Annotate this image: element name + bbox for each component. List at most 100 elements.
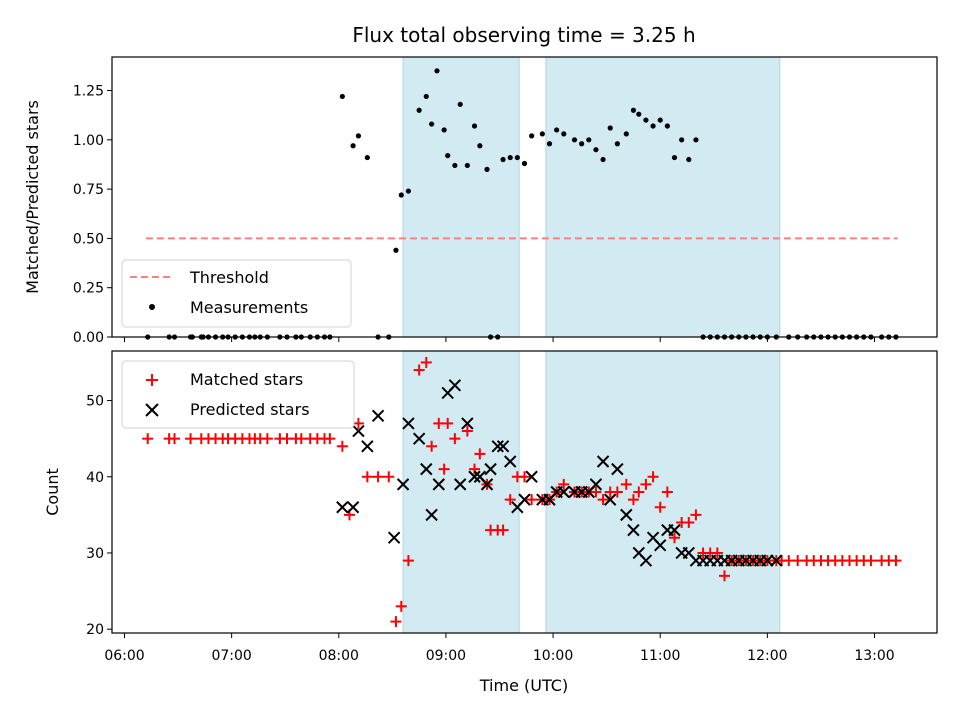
measurement-point [355,133,362,139]
measurement-point [514,154,520,161]
predicted-star-marker [420,462,433,476]
matched-star-marker [461,425,473,437]
measurement-point [405,188,412,194]
measurement-point [571,137,578,143]
matched-star-marker [497,524,509,536]
predicted-star-marker [412,432,426,445]
predicted-star-marker [396,478,410,491]
predicted-star-marker [352,424,365,438]
measurement-point [643,117,649,123]
matched-star-marker [474,448,486,460]
predicted-star-marker [346,501,360,514]
measurement-point [607,125,613,131]
matched-star-marker [383,471,395,483]
measurement-point [500,156,506,163]
predicted-star-marker [761,554,774,567]
measurement-point [507,154,513,161]
predicted-star-marker [620,508,633,522]
matched-star-marker [669,532,680,544]
matched-star-marker [590,486,602,498]
matched-star-marker [647,471,659,483]
bottom-legend-box [121,360,355,429]
predicted-star-marker [604,493,617,506]
measurement-point [364,154,370,161]
y-tick-label: 0.25 [73,281,104,297]
measurement-point [416,107,422,113]
legend-measurement-swatch [149,304,155,310]
x-tick-label: 09:00 [426,648,466,664]
x-tick-label: 08:00 [319,648,359,664]
predicted-star-marker [480,478,494,491]
top-axes-frame [111,56,938,338]
measurement-point [393,247,399,253]
predicted-star-marker [484,462,497,476]
measurement-point [423,93,429,100]
top-y-ticks: 0.00 0.25 0.50 0.75 1.00 1.25 [73,84,112,346]
matched-star-marker [654,501,666,513]
top-legend: Threshold Measurements [121,259,352,328]
bottom-y-axis-label: Count [43,468,62,516]
matched-star-marker [719,570,730,582]
matched-star-marker [336,440,348,452]
matched-star-marker [597,494,609,506]
predicted-star-marker [589,478,603,491]
measurement-point [350,143,356,149]
measurement-point [657,117,663,123]
predicted-stars-layer [336,379,783,567]
top-y-axis-label: Matched/Predicted stars [23,100,42,294]
predicted-star-marker [518,493,531,506]
matched-star-marker [402,555,414,567]
measurement-point [464,162,470,169]
bottom-observing-spans [402,350,781,634]
matched-star-marker [261,433,273,445]
predicted-star-marker [770,554,783,567]
measurement-point [579,141,585,147]
measurement-point [554,127,560,133]
measurement-point [434,68,440,74]
measurement-point [398,192,404,198]
legend-threshold-label: Threshold [189,268,269,287]
measurement-point [650,123,656,129]
matched-star-marker [519,471,530,483]
measurement-point [693,137,699,143]
predicted-star-marker [387,531,401,544]
measurement-point [539,131,545,137]
measurement-point [445,152,451,159]
measurement-point [561,131,567,137]
predicted-star-marker [668,523,681,537]
matched-star-marker [420,356,432,368]
matched-star-marker [426,440,438,452]
measurement-point [664,123,670,129]
y-tick-label: 20 [86,622,104,638]
matched-star-marker [185,433,197,445]
bottom-axes-frame [111,350,938,634]
measurement-point [636,111,642,117]
chart-title: Flux total observing time = 3.25 h [352,23,695,47]
predicted-star-marker [525,470,538,483]
matched-star-marker [169,433,180,445]
measurement-point [339,93,345,100]
y-tick-label: 0.00 [73,330,104,346]
matched-star-marker [633,486,645,498]
measurement-point [623,131,629,137]
predicted-star-marker [611,462,624,476]
measurement-point [614,141,620,147]
matched-star-marker [526,494,538,506]
legend-matched-swatch [146,374,158,386]
measurement-point [452,162,458,169]
top-x-ticks [124,337,875,342]
predicted-star-marker [491,440,504,453]
matched-star-marker [438,463,450,475]
matched-star-marker [395,600,407,612]
predicted-star-marker [448,379,462,392]
matched-star-marker [558,478,570,490]
matched-star-marker [449,433,461,445]
x-axis-label: Time (UTC) [479,676,568,695]
y-tick-label: 30 [86,546,104,562]
measurement-point [679,137,685,143]
predicted-star-marker [504,455,517,468]
measurement-point [546,141,553,147]
matched-star-marker [442,417,454,429]
measurement-point [521,160,528,167]
matched-star-marker [890,555,902,567]
